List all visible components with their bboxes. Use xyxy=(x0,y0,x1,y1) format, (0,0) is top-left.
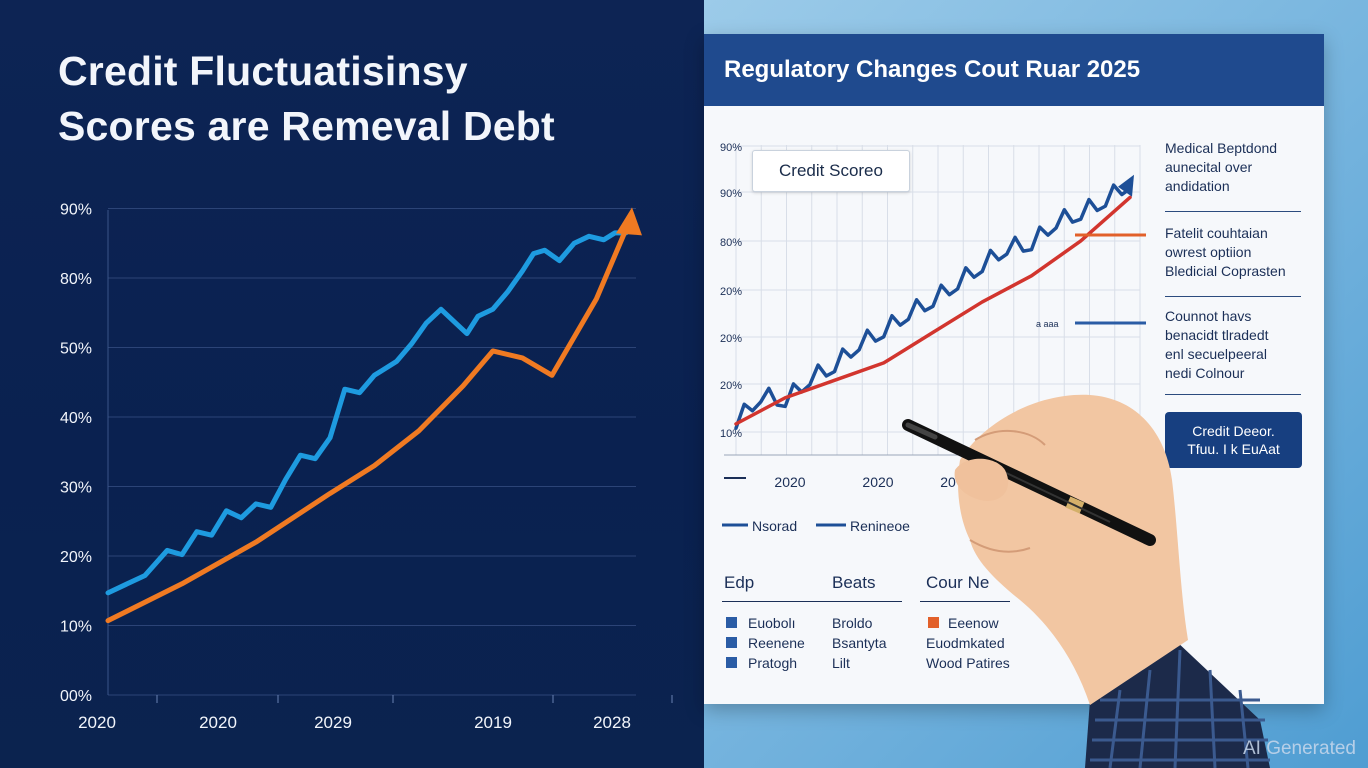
y-tick-label: 80% xyxy=(60,271,92,288)
note-3-line-1: Counnot havs xyxy=(1165,308,1252,324)
table-header-1: Edp xyxy=(724,573,755,592)
y-tick-label: 20% xyxy=(720,286,742,298)
x-tick-label: 2019 xyxy=(474,713,512,732)
table-color-key xyxy=(928,617,939,628)
note-2: Fatelit couhtaian owrest optiion Bledici… xyxy=(1165,224,1315,281)
y-tick-label: 50% xyxy=(60,341,92,358)
note-1-line-1: Medical Beptdond xyxy=(1165,140,1278,156)
note-3-line-3: enl secuelpeeral xyxy=(1165,346,1267,362)
left-line-chart: 00% 10% 20% 30% 40% 50% 80% 90% 2020 2020 2029 2019… xyxy=(60,202,673,732)
note-3: Counnot havs benacidt tlradedt enl secue… xyxy=(1165,307,1315,383)
orange-arrowhead xyxy=(616,207,642,236)
y-tick-label: 20% xyxy=(720,380,742,392)
legend-nsorad: Nsorad xyxy=(752,518,798,534)
table-color-key xyxy=(726,617,737,628)
card-title: Regulatory Changes Cout Ruar 2025 xyxy=(704,34,1324,106)
y-tick-label: 20% xyxy=(720,333,742,345)
table-col3-row1: Eeenow xyxy=(948,615,999,631)
y-tick-label: 10% xyxy=(720,428,742,440)
table-col2-row2: Bsantyta xyxy=(832,635,887,651)
table-col3-row2: Euodmkated xyxy=(926,635,1005,651)
x-tick-label: 2028 xyxy=(593,713,631,732)
x-tick-label: 2020 xyxy=(78,713,116,732)
navy-arrowhead xyxy=(1118,174,1134,197)
note-2-line-3: Bledicial Coprasten xyxy=(1165,263,1286,279)
table-rule xyxy=(920,601,1010,602)
red-series-line xyxy=(734,195,1132,426)
chart-title-line-2: Scores are Remeval Debt xyxy=(58,103,555,149)
table-col3-row3: Wood Patires xyxy=(926,655,1010,671)
note-2-line-1: Fatelit couhtaian xyxy=(1165,225,1268,241)
table-col2-row3: Lilt xyxy=(832,655,850,671)
note-1-line-3: andidation xyxy=(1165,178,1230,194)
table-color-key xyxy=(726,637,737,648)
y-tick-label: 90% xyxy=(720,188,742,200)
blue-series-line xyxy=(105,230,629,596)
y-tick-label: 00% xyxy=(60,688,92,705)
table-color-key xyxy=(726,657,737,668)
x-tick-label: 2020 xyxy=(862,474,893,490)
y-tick-label: 90% xyxy=(720,142,742,154)
watermark: AI Generated xyxy=(1242,738,1356,759)
note-divider xyxy=(1165,394,1301,395)
note-divider xyxy=(1165,296,1301,297)
y-tick-label: 90% xyxy=(60,202,92,219)
y-tick-label: 10% xyxy=(60,619,92,636)
credit-cta-button[interactable]: Credit Deeor. Tfuu. I k EuAat xyxy=(1165,412,1302,468)
x-tick-label: 2020 xyxy=(199,713,237,732)
table-col1-row2: Reenene xyxy=(748,635,805,651)
note-1: Medical Beptdond aunecital over andidati… xyxy=(1165,139,1315,196)
note-3-line-4: nedi Colnour xyxy=(1165,365,1245,381)
note-3-line-2: benacidt tlradedt xyxy=(1165,327,1269,343)
x-tick-label: 2020 xyxy=(774,474,805,490)
left-chart-panel: Credit Fluctuatisinsy Scores are Remeval… xyxy=(0,0,704,768)
table-header-2: Beats xyxy=(832,573,876,592)
table-col1-row3: Pratogh xyxy=(748,655,798,671)
legend-renineoe: Renineoe xyxy=(850,518,910,534)
table-col2-row1: Broldo xyxy=(832,615,873,631)
orange-series-line xyxy=(105,226,629,624)
note-1-line-2: aunecital over xyxy=(1165,159,1253,175)
x-tick-label: 20 xyxy=(940,474,956,490)
y-tick-label: 20% xyxy=(60,549,92,566)
x-tick-label: 2029 xyxy=(314,713,352,732)
note-divider xyxy=(1165,211,1301,212)
credit-score-box: Credit Scoreo xyxy=(752,150,910,192)
y-tick-label: 80% xyxy=(720,237,742,249)
note-2-line-2: owrest optiion xyxy=(1165,244,1252,260)
y-tick-label: 40% xyxy=(60,410,92,427)
table-col1-row1: Euobolı xyxy=(748,615,796,631)
y-tick-label: 30% xyxy=(60,480,92,497)
cta-line-1: Credit Deeor. xyxy=(1192,423,1275,439)
chart-title-line-1: Credit Fluctuatisinsy xyxy=(58,48,468,94)
small-label: a aaa xyxy=(1036,319,1059,329)
cta-line-2: Tfuu. I k EuAat xyxy=(1187,441,1280,457)
table-rule xyxy=(722,601,902,602)
chart-title: Credit Fluctuatisinsy Scores are Remeval… xyxy=(58,44,555,154)
table-header-3: Cour Ne xyxy=(926,573,990,592)
